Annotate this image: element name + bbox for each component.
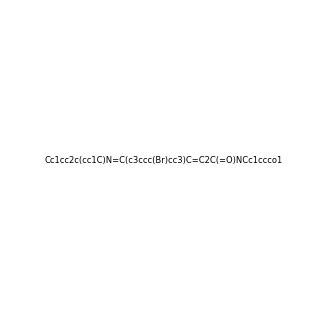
Text: Cc1cc2c(cc1C)N=C(c3ccc(Br)cc3)C=C2C(=O)NCc1ccco1: Cc1cc2c(cc1C)N=C(c3ccc(Br)cc3)C=C2C(=O)N… — [44, 156, 283, 165]
